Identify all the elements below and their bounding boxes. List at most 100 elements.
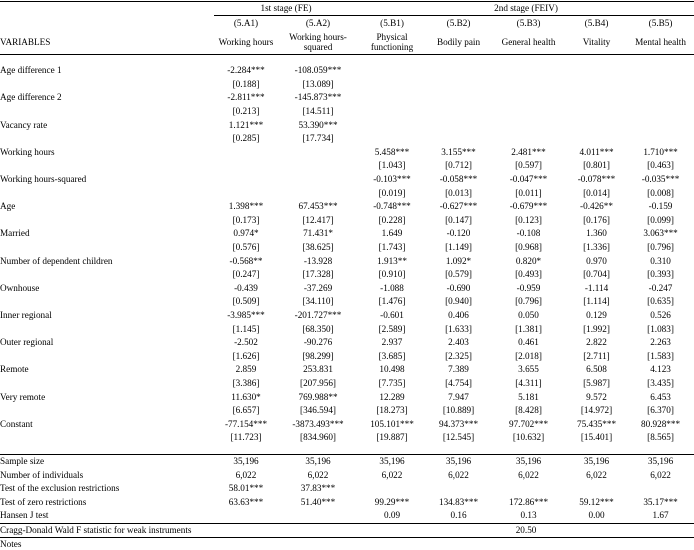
coef-cell: 1.398*** <box>228 201 264 212</box>
se-cell: [0.188] <box>232 78 260 89</box>
coef-row: Number of dependent children -0.568** -13.… <box>0 254 694 268</box>
coef-cell: -3.985*** <box>227 309 265 320</box>
column-name: Physical functioning <box>358 30 427 55</box>
column-name: Mental health <box>627 30 694 55</box>
coef-cell: -0.078*** <box>577 174 616 185</box>
se-cell: [10.632] <box>512 432 545 443</box>
coef-cell <box>426 91 491 105</box>
variable-name: Age difference 1 <box>0 65 62 76</box>
coef-cell: -0.679*** <box>509 201 548 212</box>
stat-name: Test of zero restrictions <box>0 496 87 507</box>
stat-cell: 35,196 <box>515 455 542 466</box>
se-cell: [14.972] <box>580 405 613 416</box>
stat-cell <box>491 482 566 496</box>
coef-cell <box>491 91 566 105</box>
stat-cell: 6,022 <box>448 469 469 480</box>
coef-cell: -108.059*** <box>294 65 342 76</box>
stat-cell: 6,022 <box>518 469 539 480</box>
coef-cell <box>358 118 426 132</box>
stat-cell: 6,022 <box>307 469 329 480</box>
coef-cell: 0.310 <box>650 255 671 266</box>
stat-cell: 134.83*** <box>438 496 479 507</box>
stat-cell: 99.29*** <box>374 496 410 507</box>
coef-row: Age difference 2 -2.811*** -145.873*** <box>0 91 694 105</box>
coef-cell <box>278 146 358 160</box>
column-id: (5.B5) <box>648 17 673 28</box>
se-cell: [6.370] <box>647 405 674 416</box>
column-id: (5.A2) <box>305 17 331 28</box>
se-cell: [0.910] <box>378 269 406 280</box>
coef-cell: -201.727*** <box>294 309 342 320</box>
se-row: [3.386] [207.956] [7.735] [4.754] [4.311] [5.… <box>0 377 694 391</box>
se-cell <box>358 132 426 146</box>
stat-cell: 0.00 <box>588 510 605 521</box>
variables-label: VARIABLES <box>0 30 214 55</box>
se-row: [0.285] [17.734] <box>0 132 694 146</box>
coef-cell <box>491 118 566 132</box>
se-cell: [98.299] <box>302 350 334 361</box>
se-cell: [68.350] <box>302 323 334 334</box>
stat-cell: 6,022 <box>650 469 671 480</box>
coef-cell: -0.035*** <box>641 174 680 185</box>
column-id: (5.B2) <box>446 17 471 28</box>
stat-row: Test of zero restrictions 63.63*** 51.40**… <box>0 495 694 509</box>
coef-cell: 80.928*** <box>641 418 681 429</box>
stat-cell: 37.83*** <box>300 483 336 494</box>
coef-row: Married 0.974* 71.431* 1.649 -0.120 -0.108 1.3… <box>0 227 694 241</box>
coef-cell: 97.702*** <box>508 418 549 429</box>
se-cell: [17.328] <box>302 269 334 280</box>
se-label-empty <box>0 186 214 200</box>
coef-cell: 0.461 <box>518 337 539 348</box>
variable-name: Ownhouse <box>0 282 40 293</box>
se-cell: [1.149] <box>445 242 472 253</box>
coef-cell: 7.947 <box>448 391 469 402</box>
coef-cell: 2.263 <box>650 337 671 348</box>
stat-cell <box>214 509 278 523</box>
se-cell: [1.043] <box>378 160 406 171</box>
coef-cell: 3.155*** <box>441 146 476 157</box>
coef-cell: -0.120 <box>446 228 471 239</box>
coef-cell: -0.690 <box>446 282 471 293</box>
coef-cell: 6.508 <box>586 364 607 375</box>
se-cell: [18.273] <box>376 405 408 416</box>
stat-row: Number of individuals 6,022 6,022 6,022 6,02… <box>0 468 694 482</box>
coef-cell: 0.974* <box>233 228 259 239</box>
notes-row: Notes <box>0 538 694 550</box>
coef-row: Inner regional -3.985*** -201.727*** -0.601… <box>0 309 694 323</box>
coef-cell <box>491 64 566 78</box>
se-cell: [0.123] <box>515 214 542 225</box>
variable-name: Very remote <box>0 391 46 402</box>
se-cell <box>278 159 358 173</box>
coef-cell <box>566 118 627 132</box>
se-cell: [34.110] <box>302 296 334 307</box>
se-cell: [1.626] <box>232 350 260 361</box>
se-cell: [1.381] <box>515 323 542 334</box>
coef-cell: 11.630* <box>231 391 261 402</box>
coef-cell <box>566 91 627 105</box>
stat-cell: 0.09 <box>383 510 401 521</box>
coef-cell <box>627 91 694 105</box>
se-cell: [0.013] <box>445 187 472 198</box>
se-cell: [0.147] <box>445 214 472 225</box>
se-row: [0.576] [38.625] [1.743] [1.149] [0.968] [1.3… <box>0 241 694 255</box>
se-cell <box>491 105 566 119</box>
se-cell: [0.019] <box>378 187 406 198</box>
se-cell: [0.576] <box>232 242 260 253</box>
se-cell: [0.635] <box>647 296 674 307</box>
colid-empty <box>0 16 214 31</box>
stat-cell: 35,196 <box>379 455 405 466</box>
cragg-empty <box>278 522 359 539</box>
se-cell: [207.956] <box>300 377 336 388</box>
se-cell <box>627 78 694 92</box>
se-cell: [4.311] <box>515 377 542 388</box>
coef-cell <box>627 118 694 132</box>
column-id: (5.B3) <box>516 17 541 28</box>
se-cell: [6.657] <box>232 405 260 416</box>
coef-cell: 4.123 <box>650 364 671 375</box>
coef-cell: -1.088 <box>380 282 404 293</box>
coef-cell: -0.247 <box>648 282 673 293</box>
stat-name: Sample size <box>0 455 45 466</box>
coef-row: Working hours 5.458*** 3.155*** 2.481*** 4.0… <box>0 146 694 160</box>
stat-cell <box>358 482 426 496</box>
coef-cell: -0.047*** <box>509 174 548 185</box>
